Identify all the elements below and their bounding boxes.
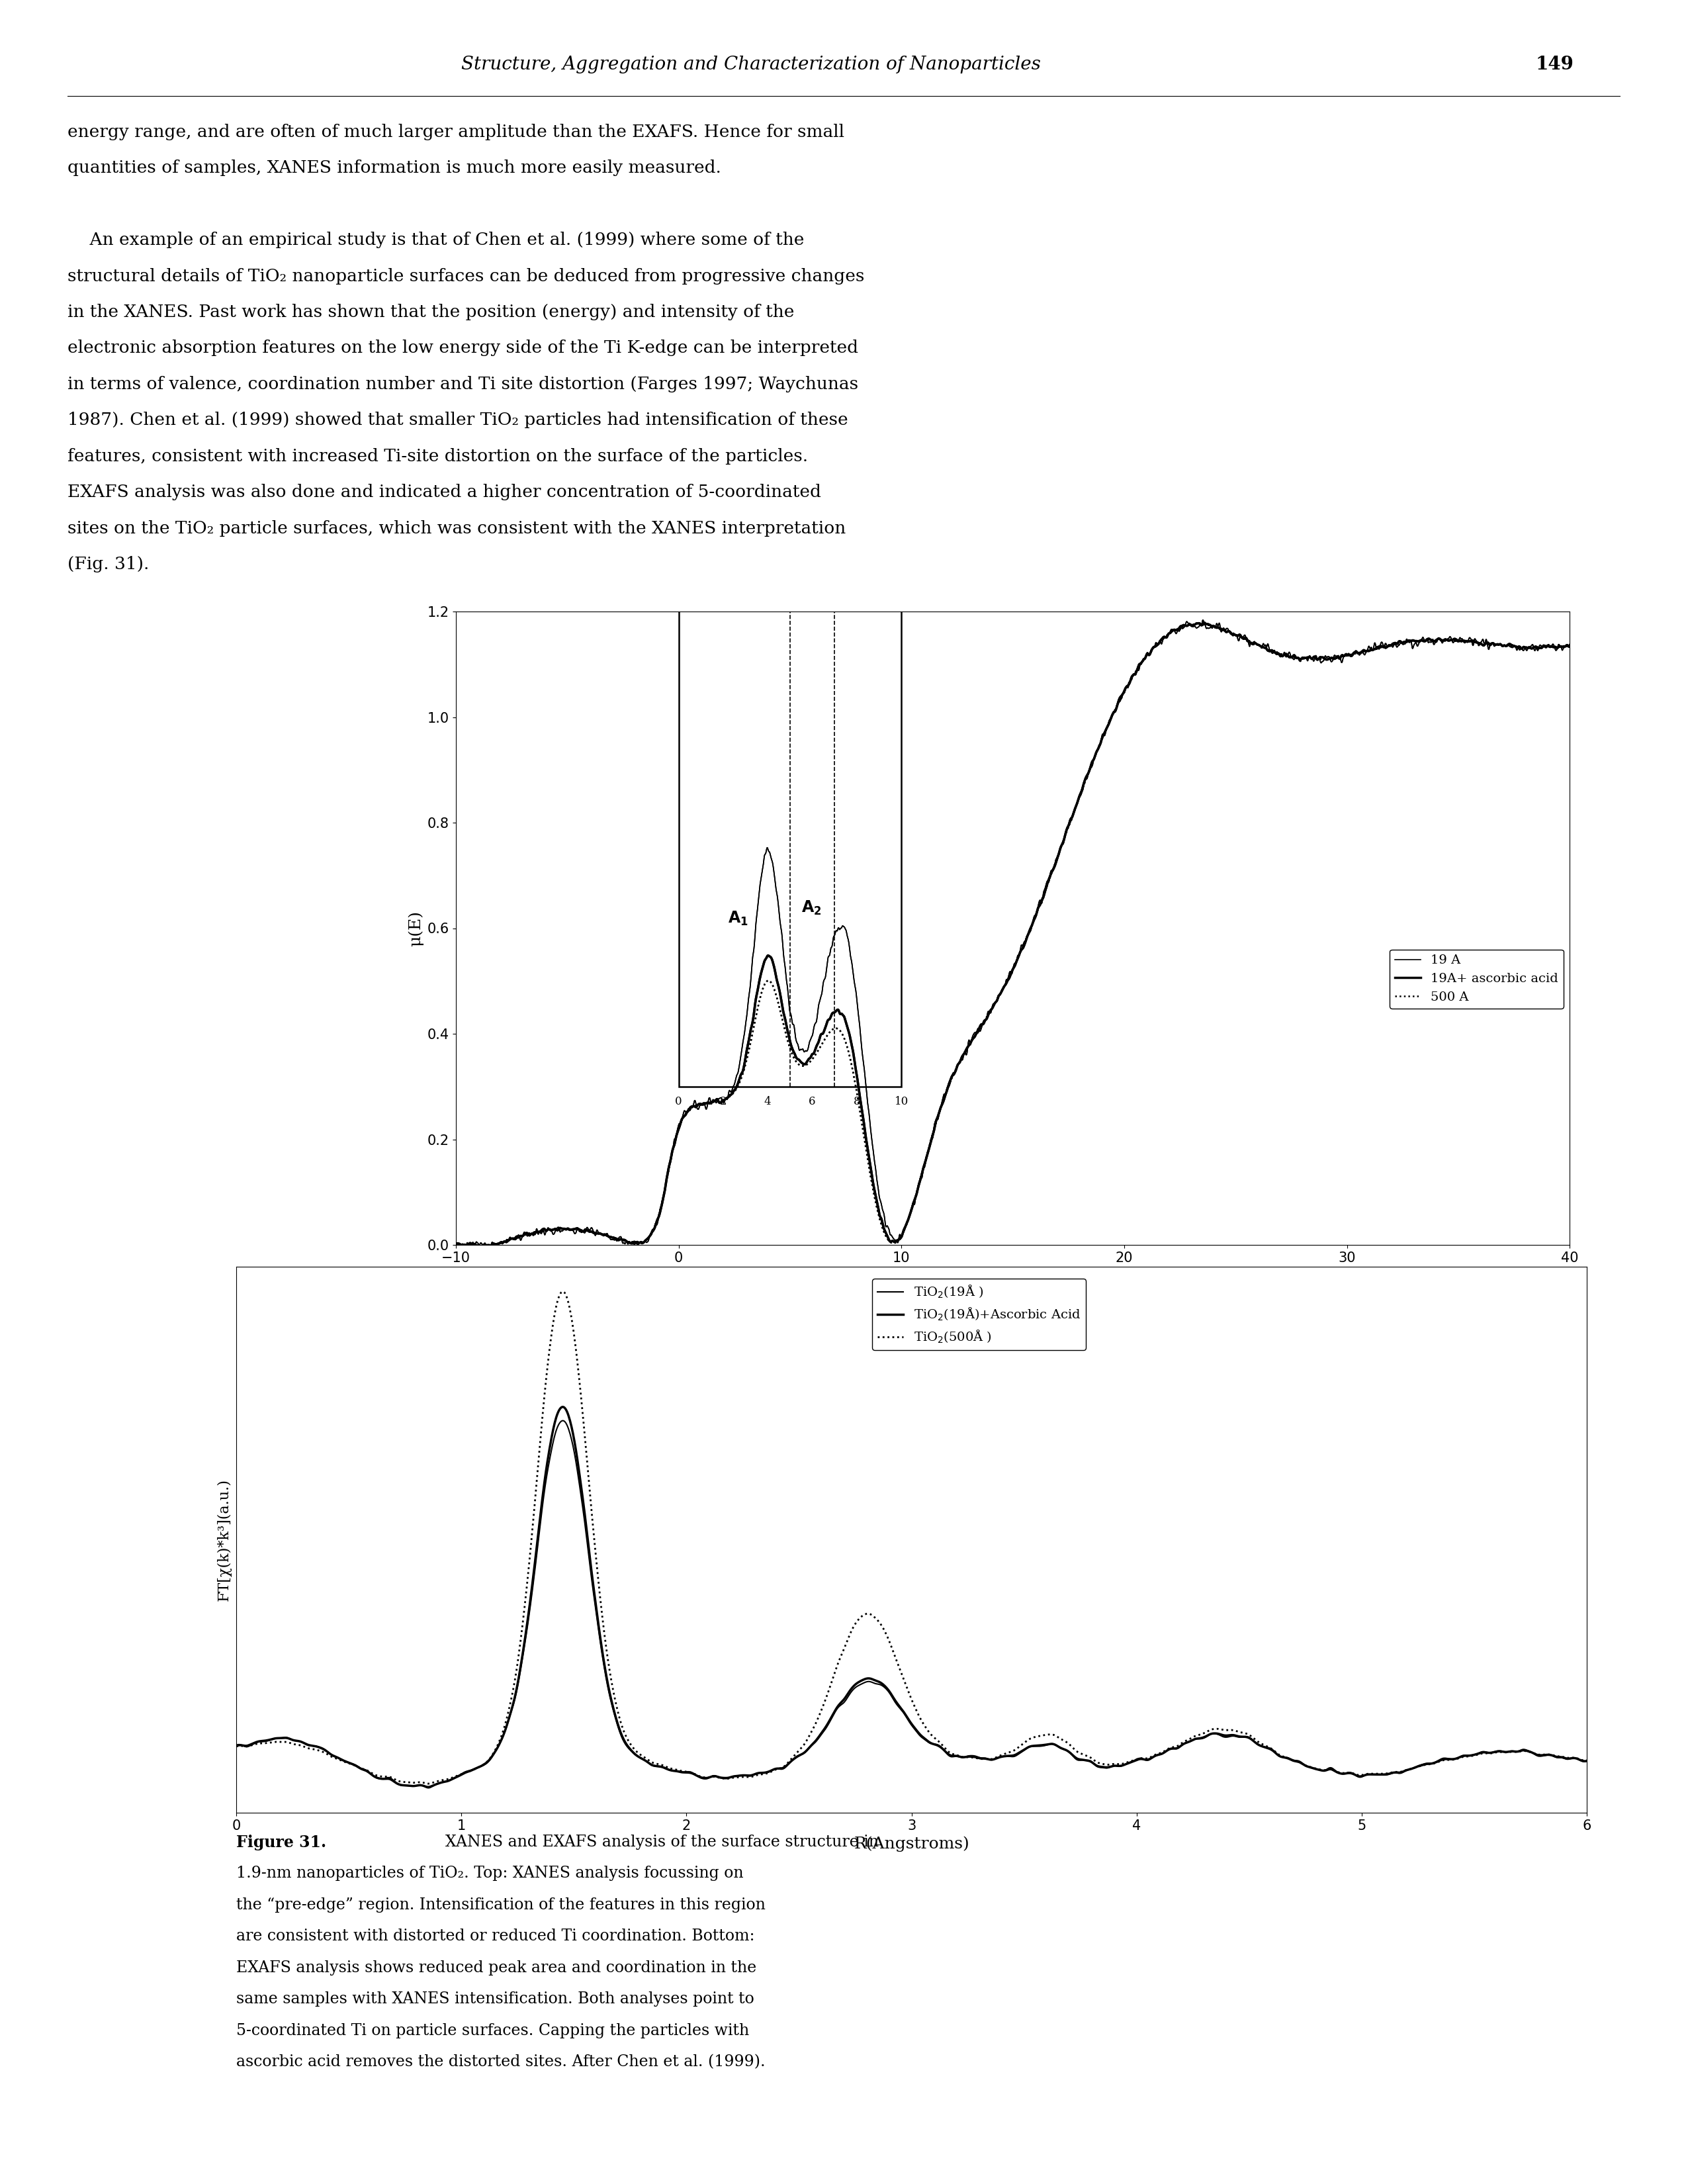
Text: An example of an empirical study is that of Chen et al. (1999) where some of the: An example of an empirical study is that… <box>68 232 803 249</box>
Text: XANES and EXAFS analysis of the surface structure in: XANES and EXAFS analysis of the surface … <box>446 1835 879 1850</box>
Text: same samples with XANES intensification. Both analyses point to: same samples with XANES intensification.… <box>236 1992 755 2007</box>
Text: 5-coordinated Ti on particle surfaces. Capping the particles with: 5-coordinated Ti on particle surfaces. C… <box>236 2022 749 2038</box>
Text: 149: 149 <box>1536 55 1573 74</box>
Legend: TiO$_2$(19Å ), TiO$_2$(19Å)+Ascorbic Acid, TiO$_2$(500Å ): TiO$_2$(19Å ), TiO$_2$(19Å)+Ascorbic Aci… <box>873 1278 1085 1350</box>
Text: 10: 10 <box>895 1096 908 1107</box>
Text: Structure, Aggregation and Characterization of Nanoparticles: Structure, Aggregation and Characterizat… <box>461 55 1040 74</box>
Legend: 19 A, 19A+ ascorbic acid, 500 A: 19 A, 19A+ ascorbic acid, 500 A <box>1389 950 1563 1009</box>
Text: energy range, and are often of much larger amplitude than the EXAFS. Hence for s: energy range, and are often of much larg… <box>68 124 844 140</box>
Text: 6: 6 <box>809 1096 815 1107</box>
Text: quantities of samples, XANES information is much more easily measured.: quantities of samples, XANES information… <box>68 159 721 177</box>
Bar <box>679 596 901 1088</box>
Text: features, consistent with increased Ti-site distortion on the surface of the par: features, consistent with increased Ti-s… <box>68 448 809 465</box>
Text: Figure 31.: Figure 31. <box>236 1835 326 1850</box>
Text: EXAFS analysis shows reduced peak area and coordination in the: EXAFS analysis shows reduced peak area a… <box>236 1961 756 1974</box>
Text: are consistent with distorted or reduced Ti coordination. Bottom:: are consistent with distorted or reduced… <box>236 1928 755 1944</box>
Text: 1.9-nm nanoparticles of TiO₂. Top: XANES analysis focussing on: 1.9-nm nanoparticles of TiO₂. Top: XANES… <box>236 1865 744 1880</box>
Y-axis label: μ(E): μ(E) <box>408 911 424 946</box>
Y-axis label: FT[χ(k)*k³](a.u.): FT[χ(k)*k³](a.u.) <box>218 1479 231 1601</box>
Text: electronic absorption features on the low energy side of the Ti K-edge can be in: electronic absorption features on the lo… <box>68 341 858 356</box>
Text: 8: 8 <box>854 1096 861 1107</box>
Text: in terms of valence, coordination number and Ti site distortion (Farges 1997; Wa: in terms of valence, coordination number… <box>68 376 858 393</box>
Text: 0: 0 <box>675 1096 682 1107</box>
Text: 1987). Chen et al. (1999) showed that smaller TiO₂ particles had intensification: 1987). Chen et al. (1999) showed that sm… <box>68 413 847 428</box>
Text: 4: 4 <box>765 1096 771 1107</box>
Text: $\mathbf{A_1}$: $\mathbf{A_1}$ <box>728 911 748 926</box>
Text: structural details of TiO₂ nanoparticle surfaces can be deduced from progressive: structural details of TiO₂ nanoparticle … <box>68 269 864 284</box>
Text: 2: 2 <box>719 1096 726 1107</box>
Text: ascorbic acid removes the distorted sites. After Chen et al. (1999).: ascorbic acid removes the distorted site… <box>236 2055 765 2070</box>
Text: the “pre-edge” region. Intensification of the features in this region: the “pre-edge” region. Intensification o… <box>236 1898 766 1913</box>
Text: EXAFS analysis was also done and indicated a higher concentration of 5-coordinat: EXAFS analysis was also done and indicat… <box>68 485 820 500</box>
Text: $\mathbf{A_2}$: $\mathbf{A_2}$ <box>802 900 822 917</box>
Text: in the XANES. Past work has shown that the position (energy) and intensity of th: in the XANES. Past work has shown that t… <box>68 304 795 321</box>
X-axis label: R(Angstroms): R(Angstroms) <box>854 1837 969 1852</box>
Text: sites on the TiO₂ particle surfaces, which was consistent with the XANES interpr: sites on the TiO₂ particle surfaces, whi… <box>68 520 846 537</box>
Text: (Fig. 31).: (Fig. 31). <box>68 557 149 572</box>
X-axis label: E(eV): E(eV) <box>989 1269 1036 1284</box>
